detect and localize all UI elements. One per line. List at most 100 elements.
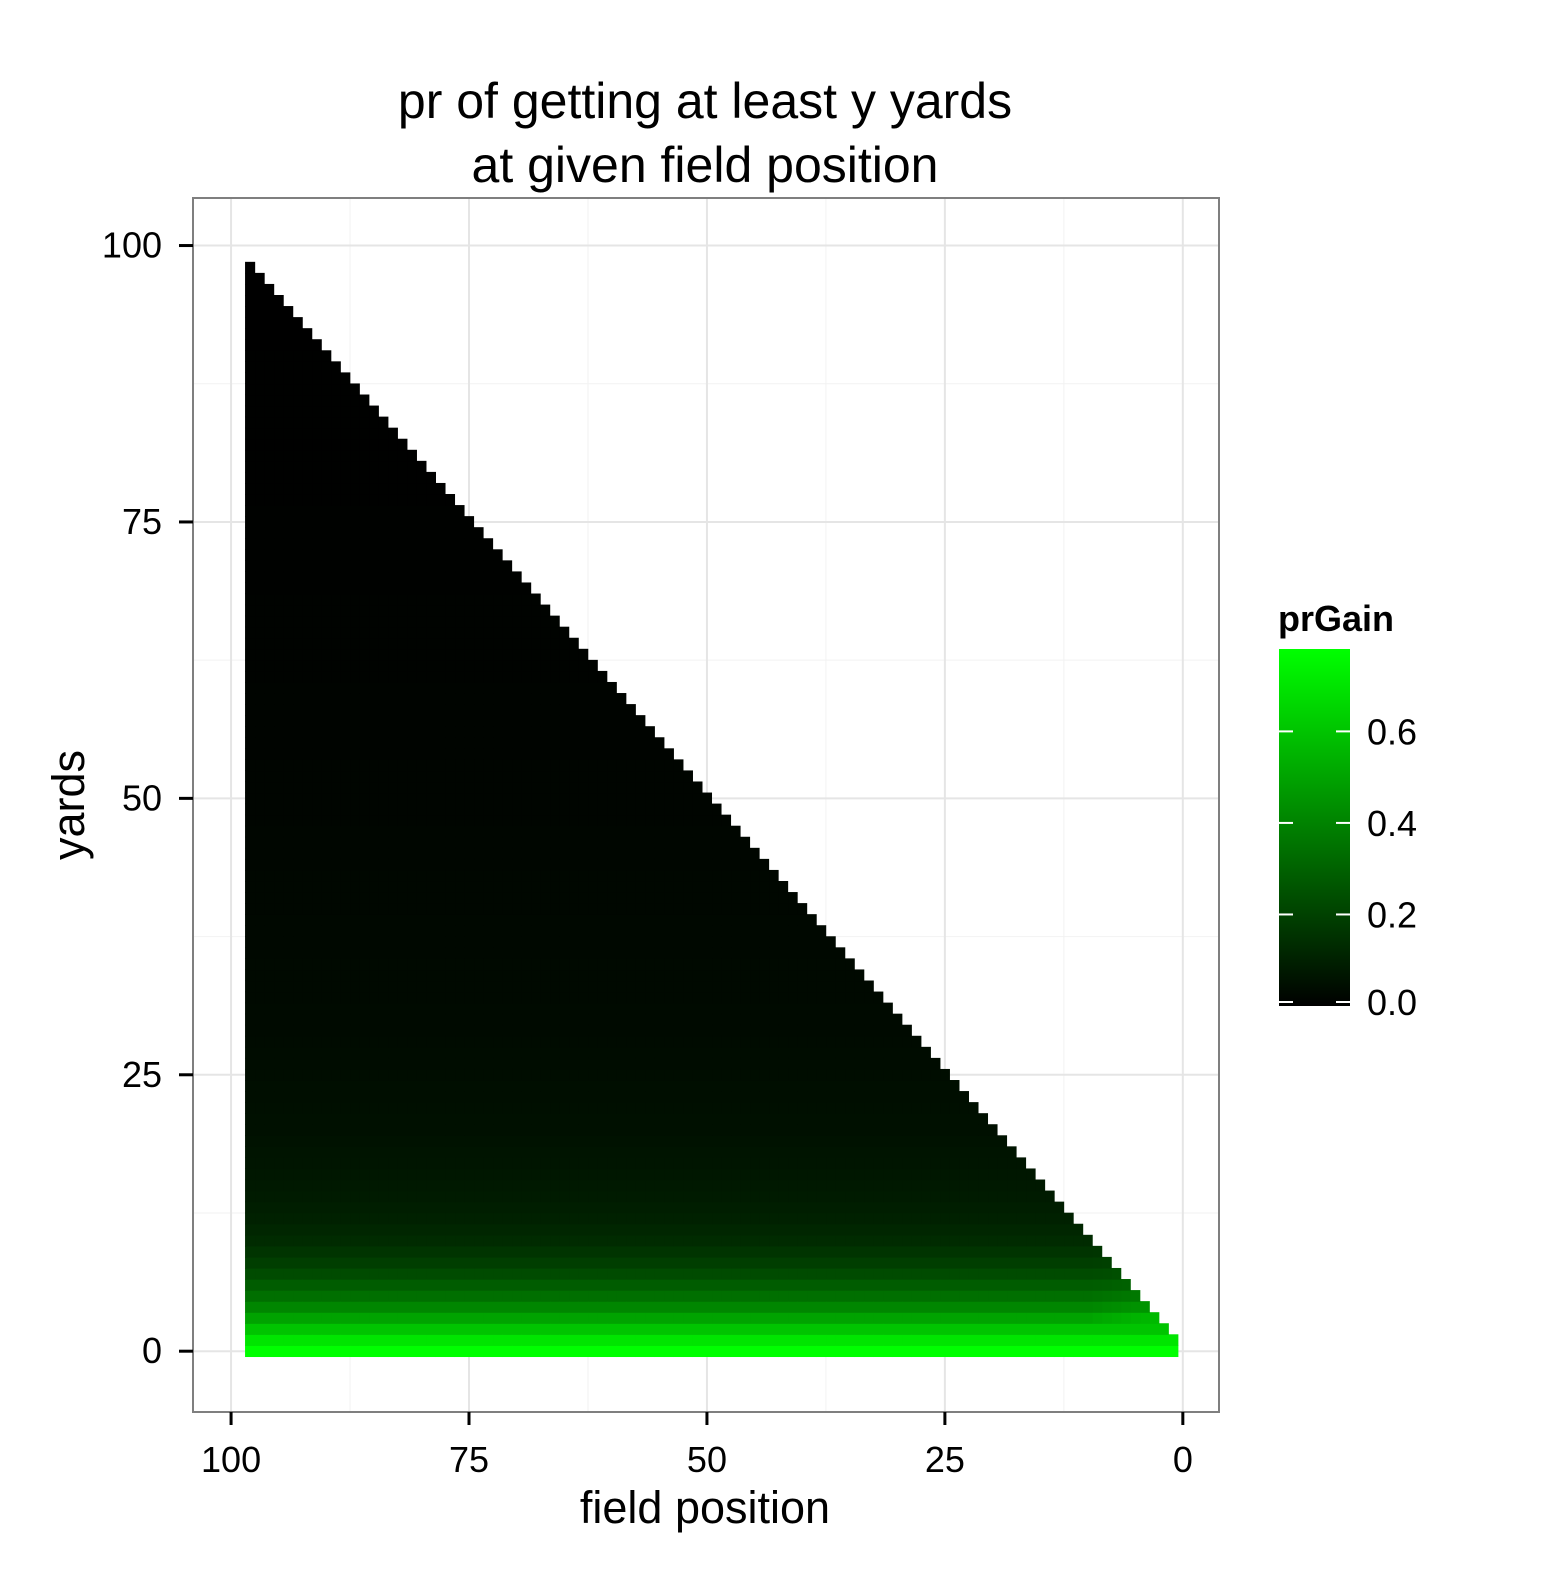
heatmap-cell <box>606 1035 617 1048</box>
heatmap-cell <box>283 1080 294 1092</box>
heatmap-cell <box>797 1157 808 1170</box>
heatmap-cell <box>911 1234 922 1247</box>
heatmap-cell <box>454 1068 465 1081</box>
heatmap-cell <box>283 681 294 694</box>
heatmap-cell <box>321 936 332 948</box>
heatmap-cell <box>502 659 513 672</box>
heatmap-cell <box>406 615 417 628</box>
heatmap-cell <box>444 980 456 993</box>
heatmap-cell <box>549 715 560 727</box>
heatmap-cell <box>292 1279 303 1291</box>
heatmap-cell <box>625 1091 636 1103</box>
heatmap-cell <box>359 571 370 584</box>
heatmap-cell <box>444 858 456 871</box>
heatmap-cell <box>302 759 313 772</box>
heatmap-cell <box>273 803 284 816</box>
heatmap-cell <box>292 1234 303 1247</box>
heatmap-cell <box>321 1091 332 1103</box>
heatmap-cell <box>359 980 370 993</box>
heatmap-cell <box>644 1135 655 1147</box>
heatmap-cell <box>511 1234 522 1247</box>
heatmap-cell <box>787 1223 798 1236</box>
heatmap-cell <box>283 958 294 971</box>
heatmap-cell <box>768 1168 779 1181</box>
heatmap-cell <box>644 980 655 993</box>
heatmap-cell <box>549 1245 560 1258</box>
heatmap-cell <box>663 1245 674 1258</box>
heatmap-cell <box>368 1234 379 1247</box>
heatmap-cell <box>1006 1312 1017 1324</box>
heatmap-cell <box>844 1035 855 1048</box>
heatmap-cell <box>254 858 265 871</box>
heatmap-cell <box>663 969 674 982</box>
heatmap-cell <box>302 1223 313 1236</box>
heatmap-cell <box>730 1267 741 1280</box>
heatmap-cell <box>264 527 275 539</box>
heatmap-cell <box>863 1223 874 1236</box>
heatmap-cell <box>930 1312 941 1324</box>
heatmap-cell <box>854 1013 865 1026</box>
heatmap-cell <box>825 1146 836 1158</box>
heatmap-cell <box>378 1080 389 1092</box>
heatmap-cell <box>968 1279 979 1291</box>
heatmap-cell <box>254 383 265 396</box>
heatmap-cell <box>863 1157 874 1170</box>
heatmap-cell <box>749 958 760 971</box>
heatmap-cell <box>245 958 256 971</box>
heatmap-cell <box>444 1212 456 1225</box>
heatmap-cell <box>930 1179 941 1192</box>
heatmap-cell <box>387 781 398 794</box>
heatmap-cell <box>368 693 379 705</box>
heatmap-cell <box>863 1323 874 1335</box>
heatmap-cell <box>587 781 598 794</box>
heatmap-cell <box>397 571 408 584</box>
heatmap-cell <box>911 1223 922 1236</box>
heatmap-cell <box>949 1190 960 1203</box>
heatmap-cell <box>492 1068 503 1081</box>
heatmap-cell <box>311 715 322 727</box>
heatmap-cell <box>292 1035 303 1048</box>
heatmap-cell <box>311 748 322 760</box>
heatmap-cell <box>283 737 294 749</box>
heatmap-cell <box>463 549 475 561</box>
heatmap-cell <box>378 1179 389 1192</box>
heatmap-cell <box>682 781 693 794</box>
heatmap-cell <box>330 505 341 517</box>
heatmap-cell <box>873 1256 884 1269</box>
heatmap-cell <box>406 1190 417 1203</box>
heatmap-cell <box>540 726 551 738</box>
heatmap-cell <box>540 1234 551 1247</box>
heatmap-cell <box>549 1279 560 1291</box>
heatmap-cell <box>397 792 408 805</box>
heatmap-cell <box>654 925 665 937</box>
heatmap-cell <box>473 1168 484 1181</box>
heatmap-cell <box>749 1267 760 1280</box>
heatmap-cell <box>283 549 294 561</box>
heatmap-cell <box>939 1234 950 1247</box>
heatmap-cell <box>245 781 256 794</box>
heatmap-cell <box>654 947 665 959</box>
heatmap-cell <box>578 1124 589 1136</box>
heatmap-cell <box>882 1345 893 1358</box>
heatmap-cell <box>625 892 636 904</box>
heatmap-cell <box>549 1345 560 1358</box>
heatmap-cell <box>616 858 627 871</box>
heatmap-cell <box>311 471 322 484</box>
heatmap-cell <box>673 1157 684 1170</box>
heatmap-cell <box>806 1146 817 1158</box>
heatmap-cell <box>720 1057 732 1070</box>
heatmap-cell <box>692 1256 703 1269</box>
heatmap-cell <box>254 460 265 473</box>
heatmap-cell <box>606 858 617 871</box>
heatmap-cell <box>806 1102 817 1114</box>
heatmap-cell <box>254 1168 265 1181</box>
heatmap-cell <box>349 1179 360 1192</box>
heatmap-cell <box>463 847 475 860</box>
heatmap-cell <box>644 1157 655 1170</box>
heatmap-cell <box>330 383 341 396</box>
heatmap-cell <box>930 1323 941 1335</box>
heatmap-cell <box>492 869 503 882</box>
heatmap-cell <box>559 715 570 727</box>
heatmap-cell <box>1035 1279 1046 1291</box>
heatmap-cell <box>863 1201 874 1214</box>
